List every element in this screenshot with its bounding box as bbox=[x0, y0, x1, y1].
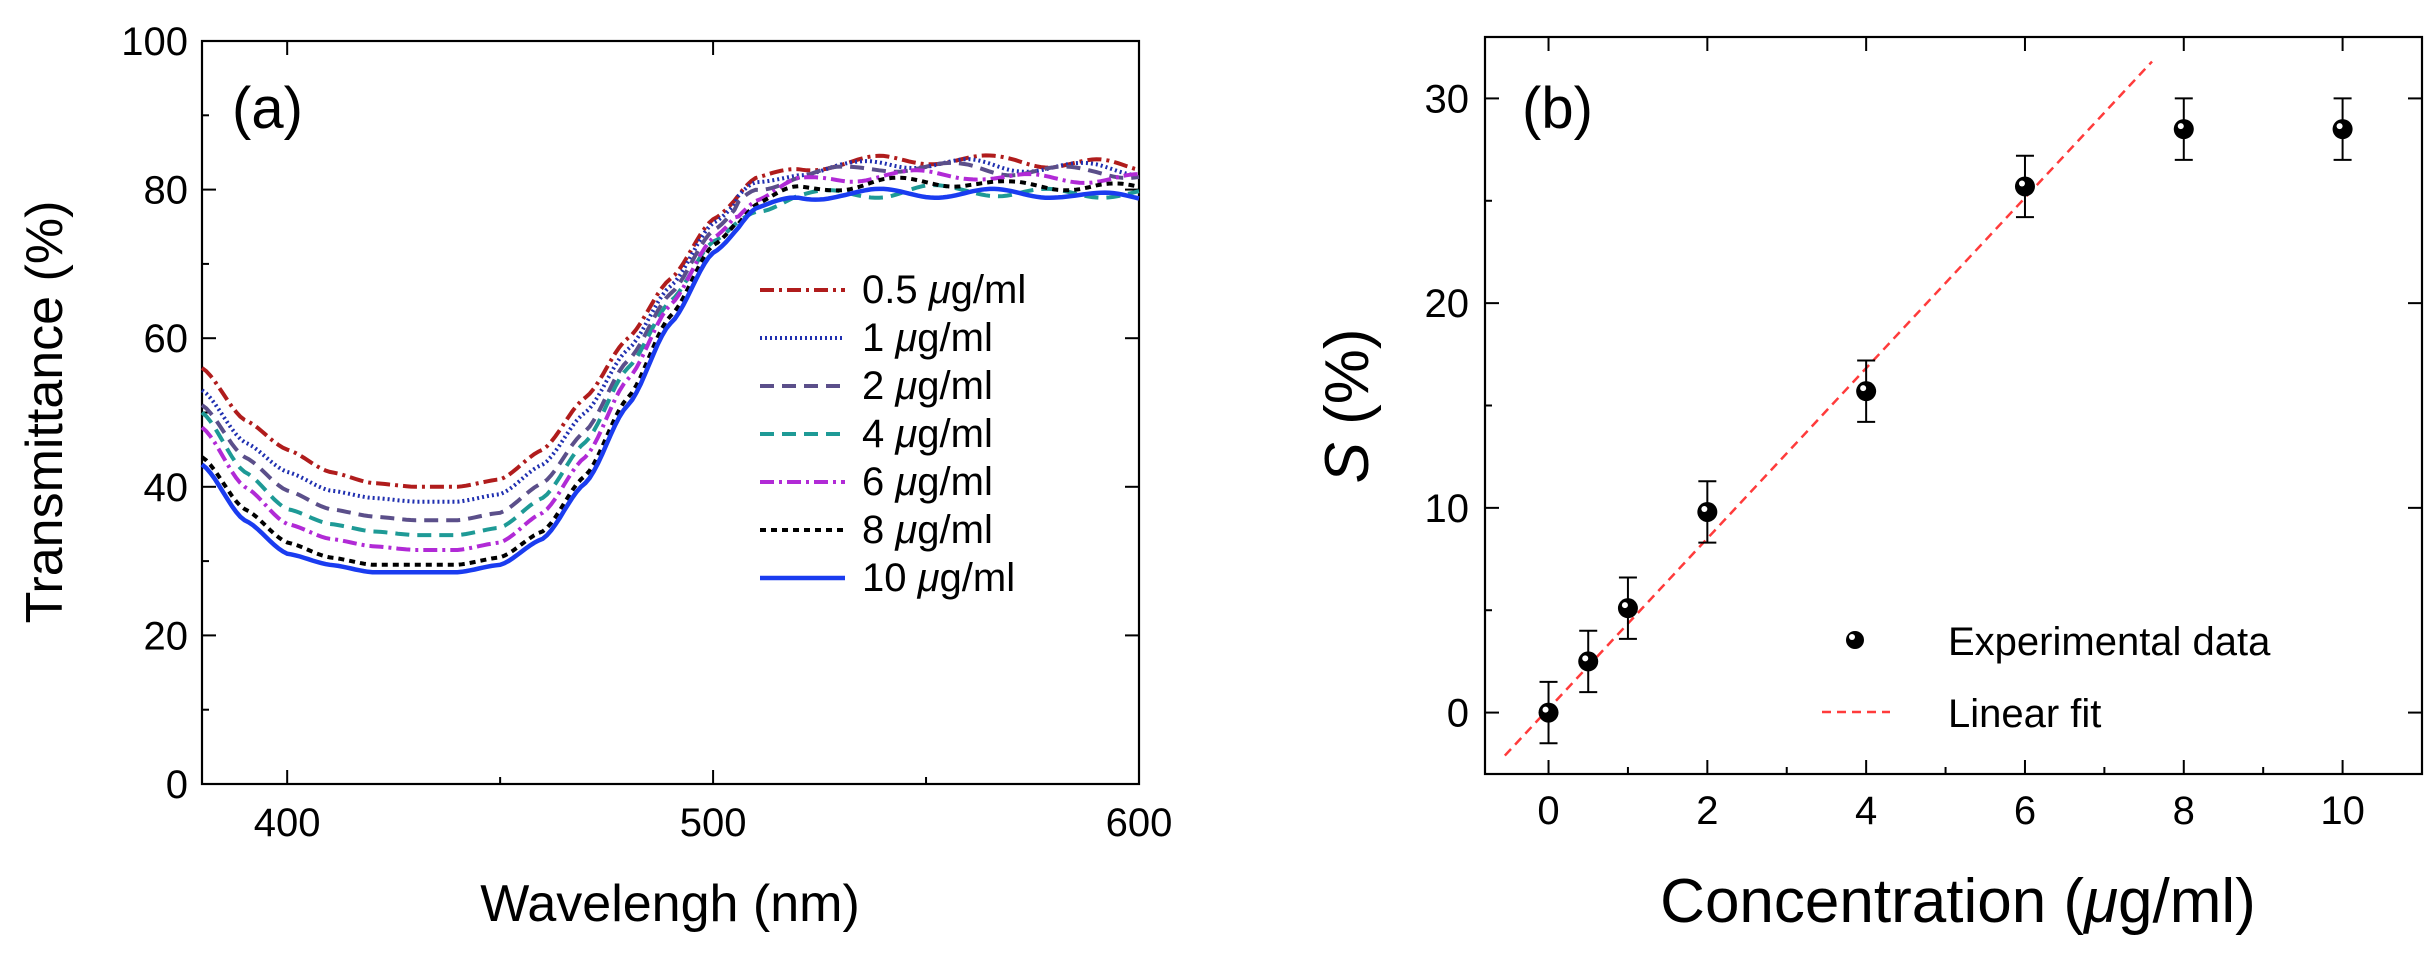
panel-b-linear-fit bbox=[1503, 60, 2153, 757]
panel-a-tick-labels: 400 500 600 0 20 40 60 80 100 bbox=[121, 20, 1172, 845]
data-point bbox=[2332, 119, 2353, 140]
panel-b-x-axis-label-mu: μ bbox=[2082, 867, 2118, 936]
panel-b-x-tick-label: 10 bbox=[2320, 789, 2365, 833]
legend-value: 4 bbox=[862, 412, 895, 456]
data-point bbox=[2173, 119, 2194, 140]
panel-b-label: (b) bbox=[1522, 76, 1593, 141]
legend-point-marker bbox=[1846, 631, 1864, 649]
panel-b-x-tick-label: 2 bbox=[1696, 789, 1718, 833]
legend-label: 6 μg/ml bbox=[862, 460, 993, 504]
legend-mu: μ bbox=[917, 556, 940, 600]
legend-label: 1 μg/ml bbox=[862, 316, 993, 360]
panel-a-frame bbox=[200, 39, 1141, 786]
legend-label: 2 μg/ml bbox=[862, 364, 993, 408]
panel-b-y-tick-label: 20 bbox=[1425, 282, 1470, 326]
panel-a-y-tick-label: 60 bbox=[144, 317, 189, 361]
series-line bbox=[200, 186, 1140, 575]
legend-label: 8 μg/ml bbox=[862, 508, 993, 552]
series-line bbox=[200, 183, 1140, 538]
legend-mu: μ bbox=[894, 412, 917, 456]
panel-b-x-tick-label: 6 bbox=[2014, 789, 2036, 833]
panel-a-label: (a) bbox=[232, 76, 303, 141]
panel-b-y-tick-label: 0 bbox=[1447, 692, 1469, 736]
data-point bbox=[1538, 702, 1559, 723]
panel-a-legend: 0.5 μg/ml1 μg/ml2 μg/ml4 μg/ml6 μg/ml8 μ… bbox=[760, 268, 1026, 600]
panel-a: (a) 400 500 600 0 20 40 60 80 100 Wavelengh (nm)… bbox=[16, 20, 1172, 933]
data-point-highlight bbox=[2177, 123, 2184, 130]
panel-a-y-axis-label: Transmittance (%) bbox=[16, 201, 74, 624]
data-point bbox=[2014, 176, 2035, 197]
legend-unit: g/ml bbox=[917, 460, 993, 504]
panel-a-series bbox=[200, 153, 1140, 575]
data-point-highlight bbox=[1621, 602, 1628, 609]
legend-label: 10 μg/ml bbox=[862, 556, 1015, 600]
legend-unit: g/ml bbox=[917, 316, 993, 360]
panel-b-tick-labels: 0 2 4 6 8 10 0 10 20 30 bbox=[1425, 77, 2365, 833]
panel-b-x-axis-label: Concentration (μg/ml) bbox=[1660, 867, 2256, 936]
panel-b-x-tick-label: 8 bbox=[2173, 789, 2195, 833]
legend-value: 6 bbox=[862, 460, 895, 504]
series-line bbox=[200, 153, 1140, 489]
series-line bbox=[200, 160, 1140, 523]
panel-b-y-axis-label-unit: (%) bbox=[1313, 328, 1382, 442]
legend-value: 1 bbox=[862, 316, 895, 360]
legend-value: 10 bbox=[862, 556, 918, 600]
panel-a-y-tick-label: 100 bbox=[121, 20, 188, 64]
legend-unit: g/ml bbox=[917, 364, 993, 408]
panel-a-y-tick-label: 20 bbox=[144, 614, 189, 658]
data-point bbox=[1578, 651, 1599, 672]
panel-b-points bbox=[1538, 97, 2353, 745]
legend-unit: g/ml bbox=[951, 268, 1027, 312]
data-point bbox=[1856, 381, 1877, 402]
series-line bbox=[200, 168, 1140, 552]
panel-b-y-axis-label: S (%) bbox=[1313, 328, 1382, 483]
panel-b-y-tick-label: 30 bbox=[1425, 77, 1470, 121]
data-point bbox=[1617, 598, 1638, 619]
panel-a-x-axis-label: Wavelengh (nm) bbox=[480, 875, 860, 933]
panel-b-y-tick-label: 10 bbox=[1425, 487, 1470, 531]
data-point-highlight bbox=[1582, 655, 1589, 662]
panel-a-y-tick-label: 80 bbox=[144, 169, 189, 213]
legend-value: 0.5 bbox=[862, 268, 929, 312]
legend-point-highlight bbox=[1849, 634, 1855, 640]
legend-value: 2 bbox=[862, 364, 895, 408]
panel-a-x-tick-label: 600 bbox=[1106, 801, 1173, 845]
panel-b-ticks bbox=[1485, 37, 2422, 774]
data-point-highlight bbox=[2018, 180, 2025, 187]
data-point-highlight bbox=[1542, 706, 1549, 713]
legend-label-experimental: Experimental data bbox=[1948, 620, 2271, 664]
panel-b-y-axis-label-var: S bbox=[1313, 442, 1382, 483]
panel-a-y-tick-label: 0 bbox=[166, 763, 188, 807]
panel-b-x-axis-label-post: g/ml) bbox=[2118, 867, 2256, 936]
panel-a-ticks bbox=[202, 40, 1140, 785]
panel-a-y-tick-label: 40 bbox=[144, 466, 189, 510]
panel-b-x-tick-label: 4 bbox=[1855, 789, 1877, 833]
data-point-highlight bbox=[1860, 385, 1867, 392]
panel-b: (b) 0 2 4 6 8 10 0 10 20 30 Concentration (μg/ml)… bbox=[1313, 35, 2424, 936]
series-line bbox=[200, 157, 1140, 504]
legend-unit: g/ml bbox=[940, 556, 1016, 600]
series-line bbox=[200, 175, 1140, 567]
legend-label-fit: Linear fit bbox=[1948, 692, 2101, 736]
panel-b-x-axis-label-pre: Concentration ( bbox=[1660, 867, 2084, 936]
panel-b-x-tick-label: 0 bbox=[1537, 789, 1559, 833]
legend-label: 4 μg/ml bbox=[862, 412, 993, 456]
legend-mu: μ bbox=[894, 316, 917, 360]
data-point-highlight bbox=[1701, 505, 1708, 512]
panel-a-x-tick-label: 400 bbox=[254, 801, 321, 845]
data-point bbox=[1697, 501, 1718, 522]
panel-a-x-tick-label: 500 bbox=[680, 801, 747, 845]
panel-b-legend: Experimental data Linear fit bbox=[1822, 620, 2271, 736]
legend-unit: g/ml bbox=[917, 412, 993, 456]
data-point-highlight bbox=[2336, 123, 2343, 130]
legend-mu: μ bbox=[928, 268, 951, 312]
legend-mu: μ bbox=[894, 460, 917, 504]
legend-unit: g/ml bbox=[917, 508, 993, 552]
legend-value: 8 bbox=[862, 508, 895, 552]
linear-fit-line bbox=[1503, 60, 2153, 757]
legend-mu: μ bbox=[894, 508, 917, 552]
legend-label: 0.5 μg/ml bbox=[862, 268, 1026, 312]
legend-mu: μ bbox=[894, 364, 917, 408]
